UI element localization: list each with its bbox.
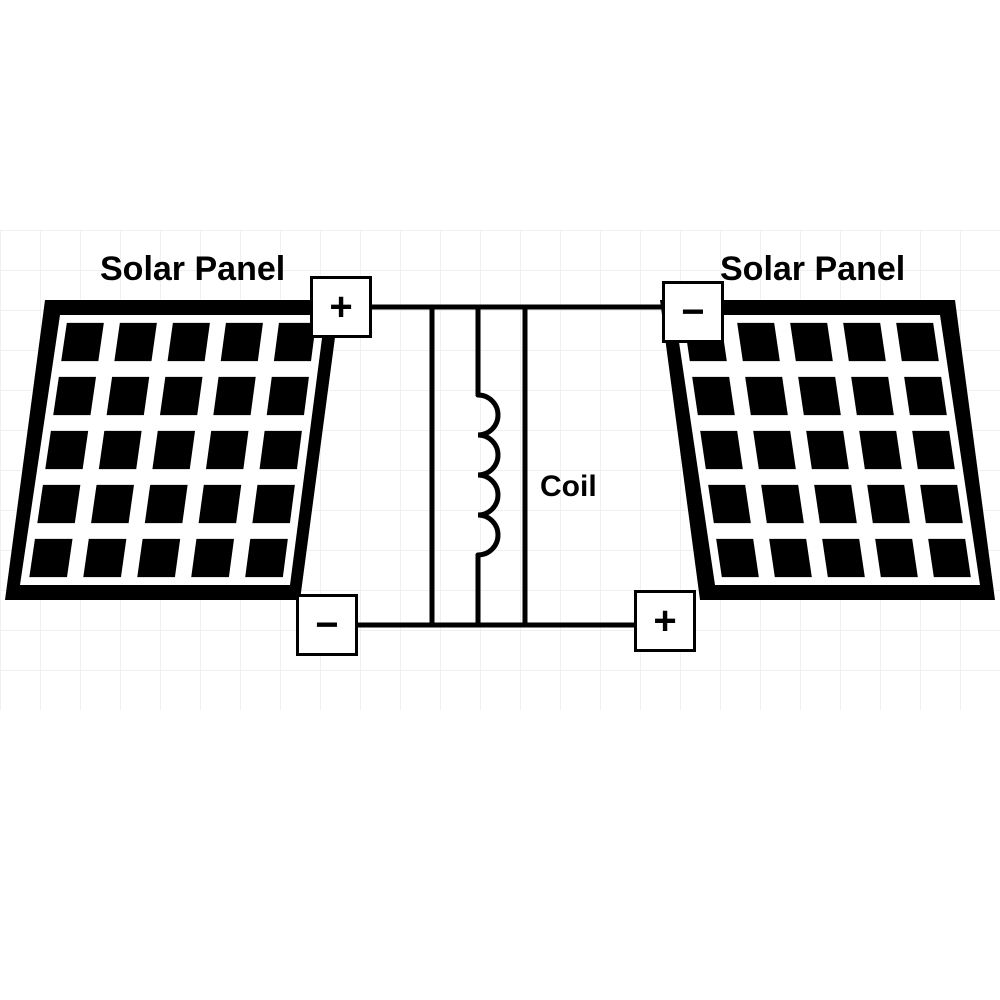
solar-panel-right-label: Solar Panel — [720, 250, 905, 289]
terminal-minus-bottom: − — [296, 594, 358, 656]
solar-panel-left-label: Solar Panel — [100, 250, 285, 289]
diagram-canvas: Solar Panel Solar Panel Coil + − − + — [0, 0, 1000, 1000]
terminal-plus-bottom: + — [634, 590, 696, 652]
circuit-wires — [358, 307, 662, 625]
panels-svg — [0, 0, 1000, 1000]
coil-label: Coil — [540, 470, 597, 504]
solar-panel-left — [5, 300, 340, 600]
terminal-minus-top: − — [662, 281, 724, 343]
terminal-plus-top: + — [310, 276, 372, 338]
solar-panel-right — [660, 300, 995, 600]
